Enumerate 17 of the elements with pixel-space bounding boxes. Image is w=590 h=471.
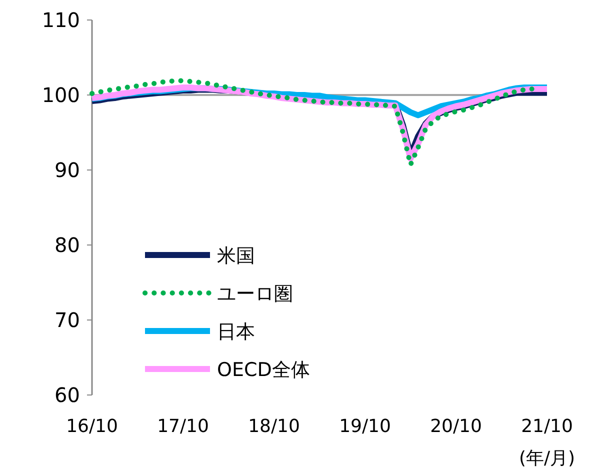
legend-label: 米国 — [217, 245, 255, 267]
x-tick-label: 19/10 — [339, 416, 391, 437]
x-tick-label: 17/10 — [157, 416, 209, 437]
legend-label: 日本 — [217, 321, 255, 343]
legend-label: ユーロ圏 — [217, 283, 293, 305]
x-tick-label: 16/10 — [66, 416, 118, 437]
x-tick-label: 21/10 — [521, 416, 573, 437]
y-tick-label: 80 — [54, 233, 80, 257]
y-tick-label: 90 — [54, 158, 80, 182]
x-tick-label: 18/10 — [248, 416, 300, 437]
y-tick-label: 70 — [54, 308, 80, 332]
x-axis-title: (年/月) — [518, 448, 576, 469]
y-tick-label: 60 — [54, 383, 80, 407]
y-tick-label: 100 — [42, 83, 80, 107]
x-tick-label: 20/10 — [430, 416, 482, 437]
y-tick-label: 110 — [42, 8, 80, 32]
legend-label: OECD全体 — [217, 359, 310, 381]
